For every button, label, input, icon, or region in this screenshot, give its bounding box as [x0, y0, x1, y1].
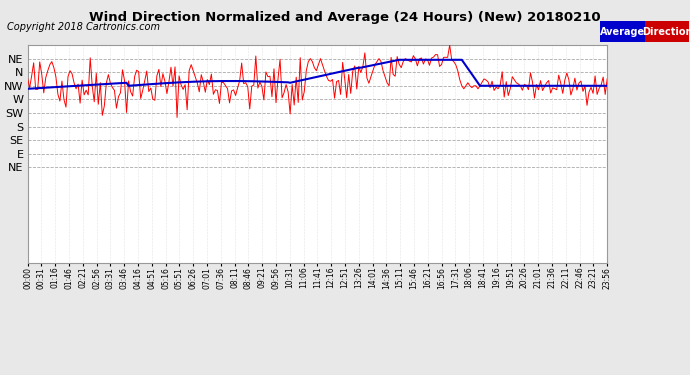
Text: Wind Direction Normalized and Average (24 Hours) (New) 20180210: Wind Direction Normalized and Average (2… [89, 11, 601, 24]
Text: Copyright 2018 Cartronics.com: Copyright 2018 Cartronics.com [7, 22, 160, 33]
Text: Average: Average [600, 27, 645, 37]
Text: Direction: Direction [642, 27, 690, 37]
